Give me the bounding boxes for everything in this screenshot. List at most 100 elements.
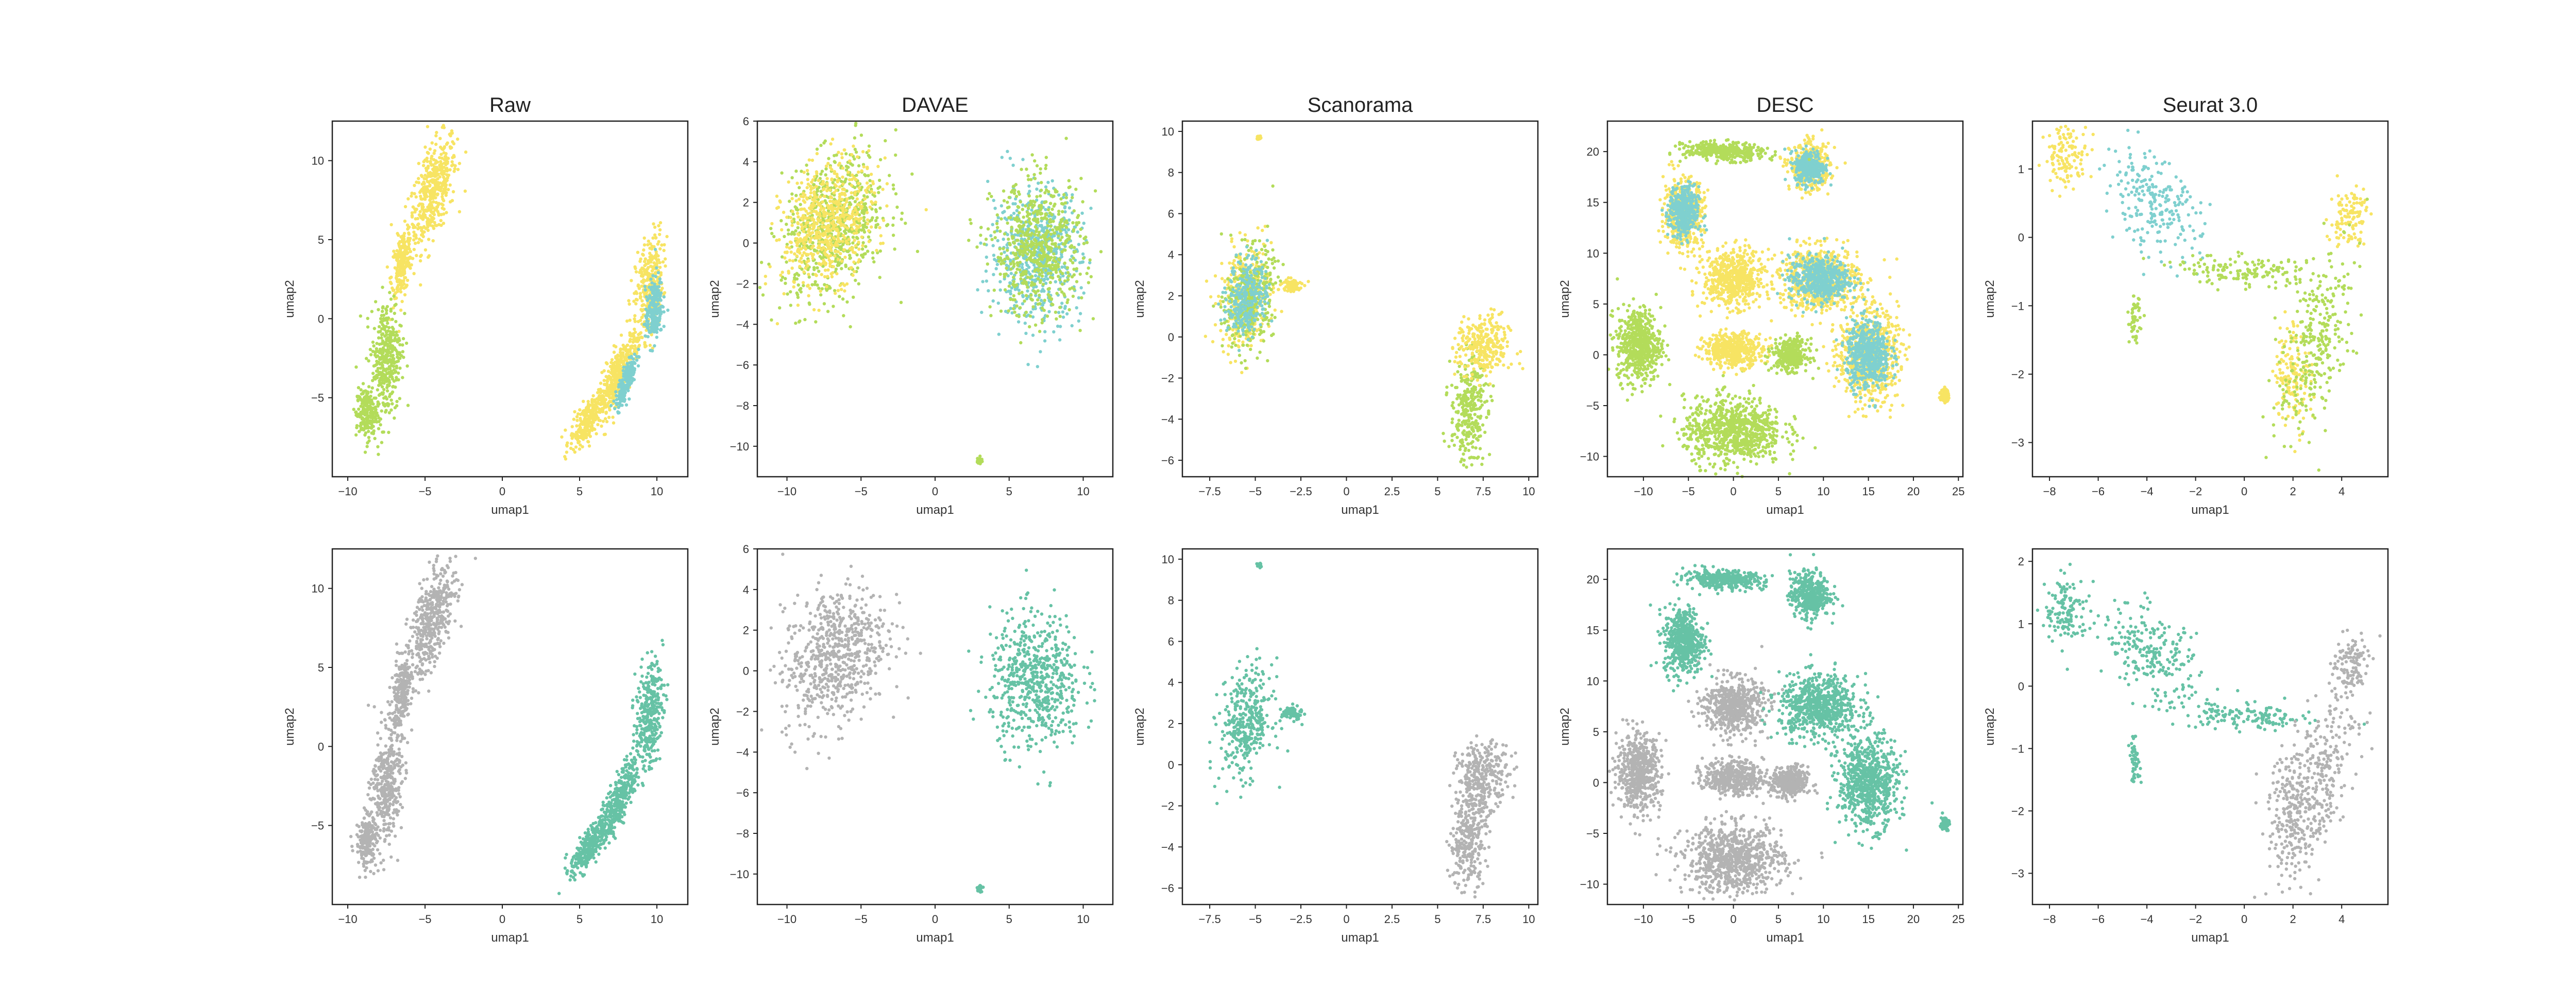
scatter-point bbox=[989, 234, 993, 238]
scatter-point bbox=[1052, 204, 1056, 208]
scatter-point bbox=[860, 169, 863, 173]
scatter-point bbox=[827, 213, 831, 216]
scatter-point bbox=[1058, 287, 1062, 291]
scatter-point bbox=[850, 224, 853, 227]
scatter-point bbox=[985, 255, 989, 259]
scatter-point bbox=[822, 302, 826, 306]
scatter-point bbox=[447, 173, 451, 177]
scatter-point bbox=[800, 247, 803, 250]
scatter-point bbox=[1061, 310, 1065, 314]
scatter-point bbox=[362, 428, 366, 432]
scatter-point bbox=[570, 425, 574, 428]
scatter-point bbox=[420, 182, 424, 186]
plot-frame bbox=[331, 120, 689, 478]
scatter-point bbox=[440, 173, 445, 176]
scatter-point bbox=[843, 256, 847, 259]
scatter-point bbox=[802, 230, 806, 233]
scatter-point bbox=[1024, 331, 1028, 335]
scatter-point bbox=[390, 392, 394, 395]
scatter-point bbox=[832, 212, 836, 216]
scatter-point bbox=[391, 357, 395, 361]
scatter-point bbox=[443, 155, 447, 158]
scatter-point bbox=[876, 223, 879, 226]
scatter-point bbox=[646, 320, 650, 323]
scatter-point bbox=[822, 246, 825, 249]
scatter-point bbox=[861, 241, 865, 245]
scatter-point bbox=[1012, 280, 1016, 283]
scatter-point bbox=[796, 283, 800, 287]
scatter-point bbox=[823, 275, 827, 279]
scatter-point bbox=[808, 195, 812, 198]
scatter-point bbox=[377, 308, 380, 311]
scatter-point bbox=[916, 249, 920, 253]
scatter-point bbox=[640, 284, 643, 288]
scatter-point bbox=[575, 418, 579, 422]
scatter-point bbox=[598, 418, 602, 423]
scatter-point bbox=[825, 219, 828, 223]
scatter-point bbox=[900, 211, 904, 215]
scatter-point bbox=[1049, 246, 1053, 249]
scatter-point bbox=[1020, 240, 1023, 243]
scatter-point bbox=[817, 270, 821, 273]
scatter-point bbox=[652, 261, 656, 265]
scatter-point bbox=[986, 262, 990, 266]
scatter-point bbox=[658, 265, 662, 269]
scatter-point bbox=[1039, 350, 1042, 354]
scatter-point bbox=[374, 351, 377, 355]
scatter-point bbox=[406, 197, 410, 200]
scatter-point bbox=[1012, 211, 1016, 215]
scatter-point bbox=[426, 217, 430, 221]
scatter-point bbox=[622, 378, 626, 381]
scatter-point bbox=[415, 254, 418, 257]
scatter-point bbox=[900, 217, 904, 221]
scatter-point bbox=[623, 385, 626, 389]
scatter-point bbox=[398, 366, 402, 370]
scatter-point bbox=[1031, 211, 1036, 215]
scatter-point bbox=[838, 161, 841, 165]
scatter-point bbox=[821, 200, 824, 204]
scatter-point bbox=[804, 224, 807, 228]
scatter-point bbox=[1025, 167, 1028, 171]
scatter-point bbox=[829, 254, 833, 258]
scatter-point bbox=[1052, 220, 1055, 223]
scatter-point bbox=[435, 130, 438, 135]
scatter-point bbox=[631, 340, 635, 344]
scatter-point bbox=[999, 262, 1003, 265]
scatter-point bbox=[639, 257, 642, 261]
scatter-point bbox=[812, 308, 816, 312]
scatter-point bbox=[386, 321, 389, 325]
scatter-point bbox=[1011, 307, 1015, 311]
scatter-point bbox=[630, 360, 634, 364]
scatter-point bbox=[408, 247, 411, 251]
scatter-point bbox=[857, 247, 861, 251]
scatter-point bbox=[1024, 204, 1027, 208]
scatter-point bbox=[608, 399, 612, 403]
scatter-point bbox=[432, 152, 436, 155]
scatter-point bbox=[1050, 179, 1054, 183]
scatter-point bbox=[1047, 310, 1051, 313]
scatter-point bbox=[866, 222, 870, 226]
scatter-point bbox=[456, 167, 460, 171]
scatter-point bbox=[434, 196, 437, 199]
scatter-point bbox=[841, 188, 844, 191]
scatter-points bbox=[352, 124, 670, 461]
scatter-point bbox=[1072, 209, 1076, 213]
scatter-point bbox=[833, 201, 837, 205]
scatter-point bbox=[1017, 289, 1021, 292]
scatter-point bbox=[385, 265, 389, 269]
scatter-point bbox=[410, 194, 413, 198]
scatter-point bbox=[406, 251, 410, 255]
scatter-point bbox=[399, 324, 403, 328]
scatter-point bbox=[389, 354, 393, 358]
scatter-point bbox=[823, 225, 827, 229]
scatter-point bbox=[800, 227, 804, 230]
scatter-point bbox=[394, 266, 398, 270]
scatter-point bbox=[410, 191, 414, 195]
scatter-point bbox=[657, 285, 661, 289]
scatter-point bbox=[779, 219, 783, 223]
scatter-point bbox=[1077, 214, 1080, 217]
scatter-point bbox=[452, 170, 456, 173]
scatter-point bbox=[1042, 308, 1046, 312]
scatter-point bbox=[854, 122, 858, 125]
scatter-point bbox=[403, 286, 408, 289]
